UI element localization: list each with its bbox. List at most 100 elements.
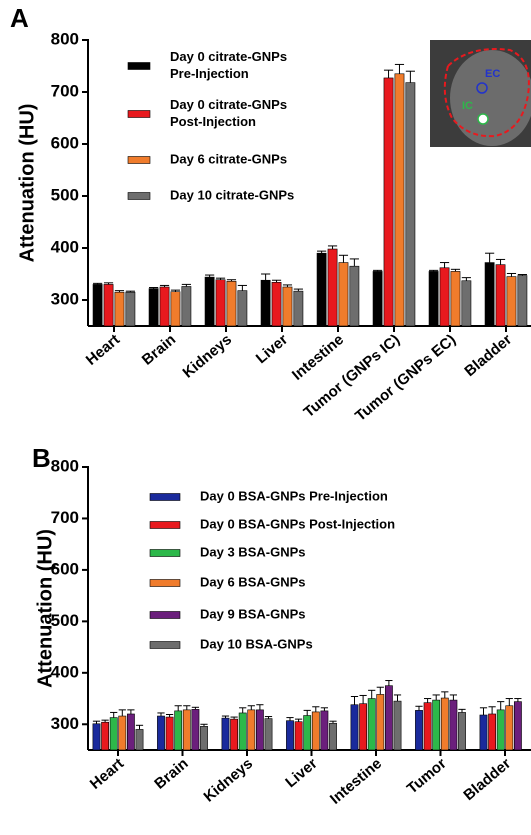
y-tick-label: 400 — [51, 662, 79, 681]
error-bar — [247, 705, 255, 710]
bar — [109, 717, 118, 751]
bar — [450, 271, 461, 327]
error-bar — [239, 707, 247, 713]
error-bar — [461, 277, 471, 281]
bar — [101, 721, 110, 751]
ic-marker — [477, 113, 489, 125]
bar — [114, 291, 125, 327]
error-bar — [125, 290, 135, 293]
error-bar — [373, 269, 383, 272]
bar — [148, 288, 159, 327]
bar — [338, 262, 349, 327]
x-tick-label: Brain — [151, 755, 191, 793]
bar — [135, 729, 144, 751]
x-tick-label: Intestine — [327, 755, 385, 808]
bar — [271, 282, 282, 327]
error-bar — [93, 282, 103, 285]
error-bar — [393, 694, 402, 702]
legend-swatch — [127, 110, 151, 118]
x-tick-label: Bladder — [461, 331, 515, 380]
bar — [488, 713, 497, 751]
bar — [367, 698, 376, 751]
bar — [517, 275, 528, 327]
chart-panel: B Attenuation (HU) 300 400 500 600 700 800 Heart… — [32, 443, 531, 808]
error-bar — [230, 716, 238, 720]
bar — [376, 694, 385, 751]
bar — [479, 714, 488, 751]
bar — [165, 716, 174, 751]
bar — [320, 710, 329, 751]
error-bar — [215, 277, 226, 280]
legend-line: Day 0 citrate-GNPs — [170, 49, 287, 64]
error-bar — [450, 268, 461, 272]
inset-tissue — [450, 50, 531, 146]
ec-marker — [476, 82, 488, 94]
bar — [286, 720, 294, 751]
error-bar — [338, 254, 349, 263]
error-bar — [174, 705, 182, 711]
legend-label: Day 3 BSA-GNPs — [200, 544, 305, 559]
error-bar — [441, 691, 449, 699]
legend-swatch — [127, 192, 151, 200]
legend-swatch — [127, 156, 151, 164]
y-tick-label: 600 — [51, 559, 79, 578]
bar — [513, 701, 522, 751]
legend-label: Day 10 citrate-GNPs — [170, 187, 294, 202]
legend-line: Post-Injection — [170, 114, 256, 129]
y-axis-label: Attenuation (HU) — [34, 529, 56, 688]
legend-label: Day 10 BSA-GNPs — [200, 636, 313, 651]
error-bar — [439, 262, 450, 268]
bar — [496, 709, 505, 751]
error-bar — [101, 719, 109, 723]
error-bar — [261, 273, 271, 281]
legend-swatch — [149, 549, 181, 557]
bar — [238, 712, 247, 751]
bar — [394, 73, 405, 327]
y-tick-label: 400 — [51, 237, 79, 256]
panel-label: B — [32, 443, 51, 473]
legend-label: Day 9 BSA-GNPs — [200, 606, 305, 621]
bar — [92, 723, 101, 751]
bar — [204, 276, 215, 327]
bar — [506, 276, 517, 327]
error-bar — [488, 706, 496, 714]
bar — [423, 702, 432, 751]
error-bar — [415, 705, 423, 711]
error-bar — [320, 707, 329, 711]
x-tick-label: Tumor (GNPs EC) — [352, 331, 459, 425]
bar — [174, 710, 183, 751]
error-bar — [200, 723, 208, 727]
bar — [432, 699, 441, 751]
y-tick-label: 800 — [51, 456, 79, 475]
error-bar — [368, 689, 376, 699]
error-bar — [479, 707, 488, 716]
bar — [458, 712, 466, 751]
bar — [505, 705, 514, 751]
error-bar — [92, 720, 101, 724]
legend-swatch — [149, 493, 181, 501]
y-tick-label: 500 — [51, 185, 79, 204]
bar — [293, 290, 304, 327]
x-tick-label: Heart — [87, 755, 127, 793]
error-bar — [405, 70, 415, 83]
error-bar — [359, 694, 367, 704]
error-bar — [114, 290, 125, 293]
inset-image: EC IC — [430, 40, 531, 147]
error-bar — [294, 718, 303, 722]
error-bar — [256, 704, 264, 710]
bar — [349, 265, 360, 327]
bar — [311, 711, 320, 751]
error-bar — [303, 709, 311, 716]
bar — [405, 82, 416, 327]
y-tick-label: 300 — [51, 289, 79, 308]
legend-swatch — [149, 521, 181, 529]
bar — [247, 709, 256, 751]
bar — [181, 286, 192, 327]
error-bar — [327, 245, 338, 250]
bar — [428, 271, 439, 327]
error-bar — [517, 274, 527, 276]
legend-label: Day 0 BSA-GNPs Pre-Injection — [200, 488, 388, 503]
error-bar — [135, 724, 144, 730]
bar — [495, 264, 506, 327]
